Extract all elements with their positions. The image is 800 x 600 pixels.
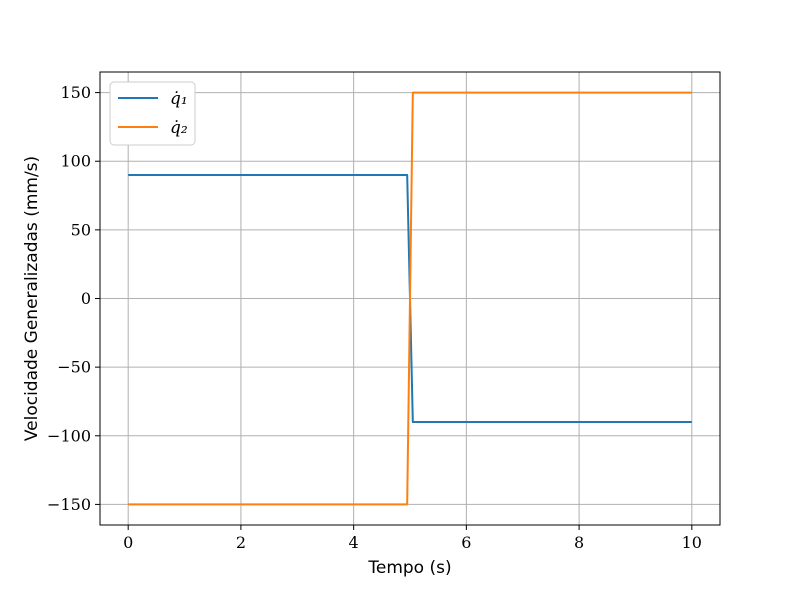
x-tick-label: 0 <box>123 533 133 552</box>
legend-label-series-2: q̇₂ <box>170 118 188 138</box>
ticks: 0 2 4 6 8 10 150 100 50 0 −50 −100 −150 <box>47 83 702 552</box>
x-axis-label: Tempo (s) <box>367 558 451 578</box>
y-tick-label: 150 <box>60 83 91 102</box>
y-tick-label: −150 <box>47 495 91 514</box>
y-tick-label: −100 <box>47 426 91 445</box>
x-tick-label: 8 <box>574 533 584 552</box>
y-tick-label: 50 <box>71 220 91 239</box>
y-axis-label: Velocidade Generalizadas (mm/s) <box>22 156 42 441</box>
y-tick-label: −50 <box>57 358 91 377</box>
y-tick-label: 0 <box>81 289 91 308</box>
legend: q̇₁ q̇₂ <box>109 81 196 146</box>
legend-label-series-1: q̇₁ <box>170 89 188 109</box>
series-line-2 <box>128 91 692 506</box>
x-tick-label: 6 <box>461 533 471 552</box>
series-layer <box>128 91 692 506</box>
x-tick-label: 10 <box>682 533 702 552</box>
x-tick-label: 2 <box>236 533 246 552</box>
x-tick-label: 4 <box>349 533 359 552</box>
y-tick-label: 100 <box>60 152 91 171</box>
